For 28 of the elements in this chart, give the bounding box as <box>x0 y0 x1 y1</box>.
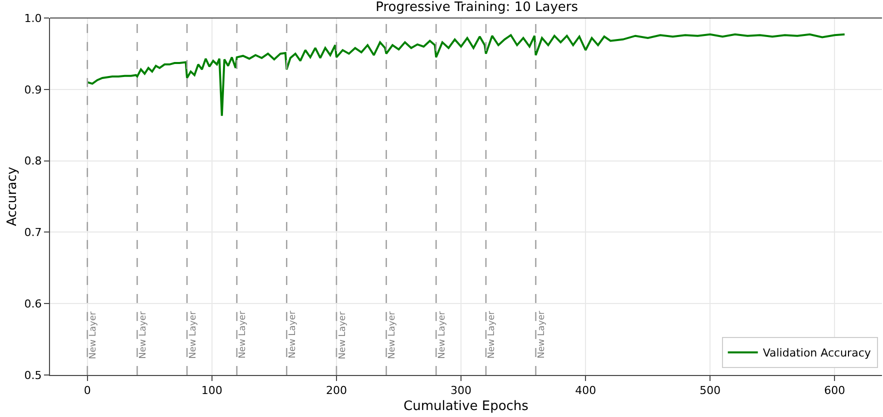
ref-line-label: New Layer <box>487 310 498 359</box>
y-axis-title: Accuracy <box>5 166 20 226</box>
line-series <box>86 33 846 117</box>
y-tick-label: 0.6 <box>24 297 42 310</box>
legend-label: Validation Accuracy <box>762 346 872 360</box>
x-tick-label: 0 <box>84 384 91 398</box>
ref-line-label: New Layer <box>388 311 398 360</box>
x-axis-title: Cumulative Epochs <box>404 398 529 414</box>
y-tick-label: 0.5 <box>24 368 42 382</box>
ref-line-label: New Layer <box>238 310 248 359</box>
y-tick-label: 0.8 <box>24 154 42 168</box>
x-tick-label: 100 <box>201 384 222 398</box>
ref-line-label: New Layer <box>138 311 148 359</box>
x-tick-label: 500 <box>700 384 721 398</box>
ref-line-label: New Layer <box>288 310 298 358</box>
chart-title: Progressive Training: 10 Layers <box>376 0 578 16</box>
y-tick-label: 1.0 <box>24 12 42 25</box>
ref-line-label: New Layer <box>537 310 548 358</box>
x-tick-label: 600 <box>824 384 846 398</box>
y-tick-label: 0.7 <box>24 226 42 240</box>
x-tick-label: 200 <box>326 384 347 398</box>
ref-line-label: New Layer <box>188 310 198 359</box>
y-tick-label: 0.9 <box>24 83 42 96</box>
x-tick-label: 300 <box>450 384 472 398</box>
ref-line-label: New Layer <box>88 311 99 360</box>
ref-line-label: New Layer <box>437 310 448 359</box>
x-tick-label: 400 <box>575 384 596 398</box>
ref-line-label: New Layer <box>338 311 348 360</box>
